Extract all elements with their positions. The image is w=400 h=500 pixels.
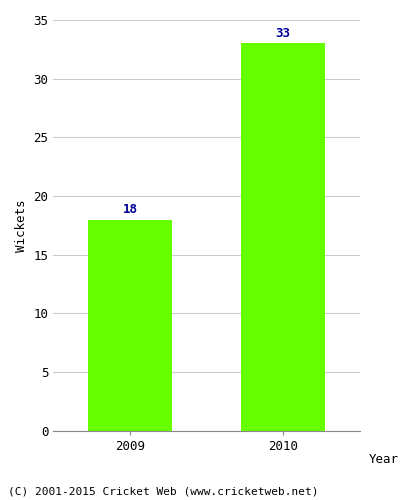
Bar	[241, 44, 325, 431]
Text: 18: 18	[122, 203, 138, 216]
Text: (C) 2001-2015 Cricket Web (www.cricketweb.net): (C) 2001-2015 Cricket Web (www.cricketwe…	[8, 487, 318, 497]
Text: 33: 33	[276, 27, 291, 40]
Y-axis label: Wickets: Wickets	[15, 199, 28, 252]
Bar	[88, 220, 172, 431]
X-axis label: Year: Year	[369, 454, 399, 466]
